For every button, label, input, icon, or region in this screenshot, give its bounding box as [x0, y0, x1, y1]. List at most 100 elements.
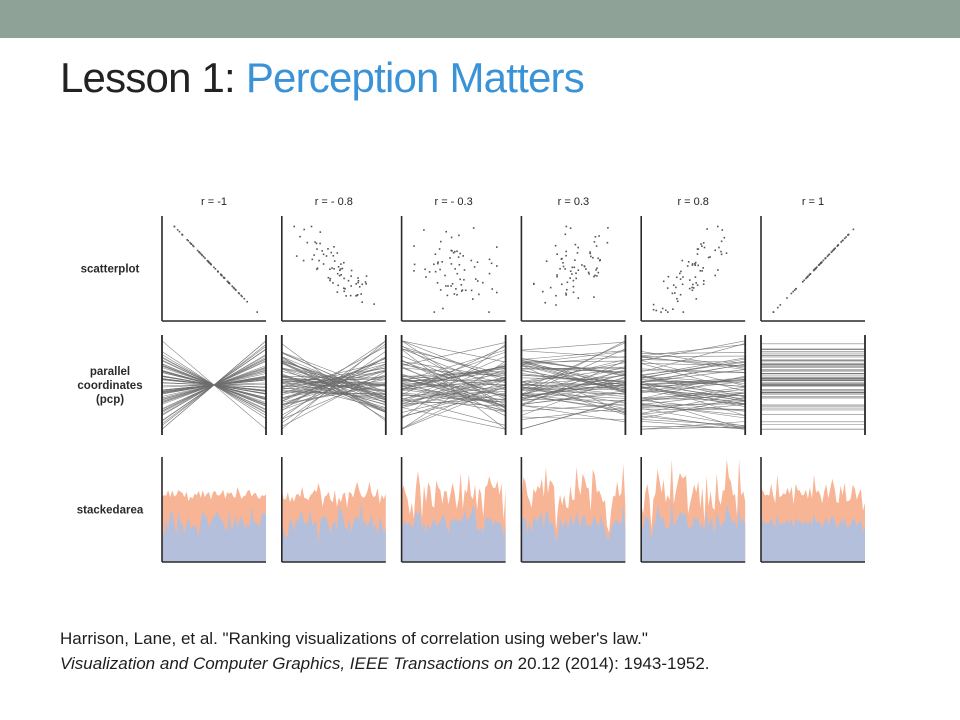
- column-header: r = - 0.8: [315, 196, 353, 208]
- pcp-line: [521, 373, 626, 400]
- scatter-point: [331, 267, 333, 269]
- scatter-point: [717, 269, 719, 271]
- scatter-point: [805, 277, 807, 280]
- pcp-line: [641, 419, 746, 426]
- scatter-point: [571, 273, 573, 275]
- scatter-point: [577, 297, 580, 299]
- scatter-point: [233, 287, 235, 290]
- scatter-point: [575, 272, 577, 274]
- scatter-point: [338, 274, 341, 277]
- stackedarea-panel: [520, 457, 626, 563]
- scatter-point: [565, 292, 567, 295]
- stackedarea-panel: [640, 457, 746, 563]
- pcp-line: [641, 375, 746, 384]
- scatter-panel: [281, 216, 386, 322]
- scatter-point: [350, 275, 352, 277]
- scatter-point: [192, 244, 194, 247]
- stackedarea-panel: [400, 457, 506, 563]
- scatter-point: [413, 270, 415, 272]
- scatter-point: [456, 294, 458, 296]
- scatter-point: [688, 287, 691, 290]
- citation-line-1: Harrison, Lane, et al. "Ranking visualiz…: [60, 629, 648, 648]
- scatter-point: [246, 300, 248, 303]
- scatter-point: [333, 268, 335, 270]
- scatter-point: [676, 297, 678, 300]
- pcp-line: [401, 355, 506, 400]
- scatter-point: [434, 253, 437, 255]
- scatter-point: [329, 279, 331, 282]
- pcp-line: [521, 374, 626, 400]
- scatter-point: [671, 292, 674, 295]
- scatter-point: [707, 256, 710, 259]
- scatter-point: [792, 290, 794, 293]
- pcp-line: [521, 390, 626, 405]
- scatter-point: [533, 283, 535, 285]
- scatter-point: [228, 282, 230, 284]
- pcp-line: [521, 370, 626, 389]
- pcp-line: [521, 342, 626, 391]
- scatter-point: [809, 273, 812, 275]
- scatter-point: [554, 244, 557, 247]
- pcp-line: [401, 392, 506, 417]
- slide-title: Lesson 1: Perception Matters: [60, 52, 585, 104]
- scatter-point: [572, 285, 575, 288]
- scatter-point: [214, 268, 217, 270]
- pcp-line: [521, 350, 626, 360]
- scatter-point: [831, 250, 834, 253]
- pcp-line: [641, 390, 746, 406]
- pcp-line: [641, 357, 746, 377]
- scatter-point: [714, 274, 716, 277]
- pcp-line: [281, 368, 386, 413]
- pcp-line: [641, 360, 746, 378]
- scatter-point: [464, 289, 467, 292]
- area-bottom-series: [162, 506, 266, 562]
- scatter-point: [319, 242, 321, 245]
- scatter-point: [606, 241, 609, 244]
- pcp-line: [401, 386, 506, 430]
- scatter-point: [594, 236, 597, 238]
- pcp-line: [521, 360, 626, 407]
- pcp-line: [521, 384, 626, 397]
- scatter-point: [441, 261, 443, 263]
- scatter-point: [442, 307, 444, 310]
- scatter-point: [667, 311, 669, 313]
- scatter-point: [581, 264, 583, 266]
- scatter-point: [597, 257, 599, 260]
- scatter-point: [213, 266, 215, 269]
- scatter-point: [333, 260, 336, 262]
- scatter-point: [661, 307, 664, 310]
- scatter-point: [453, 293, 456, 295]
- scatter-point: [572, 279, 575, 282]
- pcp-line: [401, 382, 506, 390]
- scatter-point: [343, 290, 345, 293]
- scatter-point: [340, 263, 342, 265]
- title-main: Perception Matters: [245, 54, 585, 101]
- scatter-point: [565, 225, 568, 228]
- scatter-point: [694, 264, 696, 266]
- pcp-line: [641, 386, 746, 401]
- scatter-point: [702, 283, 705, 285]
- scatter-point: [587, 271, 590, 274]
- scatter-point: [196, 249, 199, 252]
- citation-details: 20.12 (2014): 1943-1952.: [512, 654, 710, 673]
- pcp-line: [281, 383, 386, 390]
- pcp-line: [521, 360, 626, 363]
- pcp-line: [281, 384, 386, 406]
- row-label: stackedarea: [77, 505, 144, 517]
- scatter-point: [306, 241, 309, 244]
- correlation-figure: r = -1 r = - 0.8 r = - 0.3 r = 0.3 r = 0.8 r …: [77, 196, 866, 563]
- scatter-point: [330, 251, 333, 254]
- pcp-line: [641, 397, 746, 430]
- scatter-point: [667, 275, 670, 278]
- pcp-line: [521, 367, 626, 383]
- pcp-panel: [760, 335, 866, 435]
- scatter-point: [562, 262, 564, 264]
- scatter-point: [373, 303, 375, 305]
- scatter-point: [803, 279, 805, 282]
- scatter-point: [542, 290, 544, 293]
- pcp-line: [281, 384, 386, 392]
- scatter-point: [343, 261, 345, 264]
- scatter-point: [436, 282, 439, 284]
- pcp-line: [401, 400, 506, 407]
- scatter-point: [701, 270, 703, 272]
